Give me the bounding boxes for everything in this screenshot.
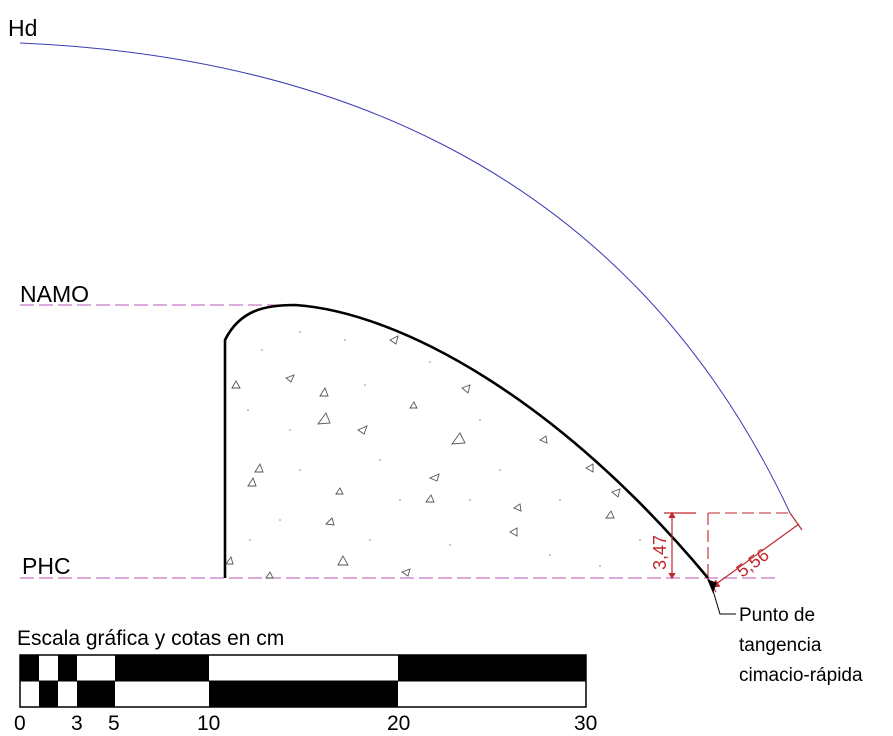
hd-curve xyxy=(19,42,791,514)
graphic-scale xyxy=(19,654,587,708)
dimension-vertical-label: 3,47 xyxy=(650,535,670,570)
concrete-hatch xyxy=(225,335,621,579)
phc-label: PHC xyxy=(22,553,71,579)
dimension-vertical xyxy=(664,511,696,580)
scale-tick-3: 3 xyxy=(71,712,83,735)
concrete-dots xyxy=(247,331,641,567)
tangent-guides xyxy=(707,512,790,578)
scale-tick-5: 5 xyxy=(108,712,120,735)
scale-tick-0: 0 xyxy=(14,712,26,735)
dimension-diagonal-label: 5,56 xyxy=(733,544,773,581)
scale-title: Escala gráfica y cotas en cm xyxy=(17,627,284,650)
hd-label: Hd xyxy=(8,15,37,41)
callout-leader xyxy=(707,579,736,615)
namo-label: NAMO xyxy=(20,281,89,307)
callout-line-2: tangencia xyxy=(739,635,822,656)
scale-tick-30: 30 xyxy=(574,712,597,735)
callout-line-1: Punto de xyxy=(739,605,815,626)
scale-tick-20: 20 xyxy=(387,712,410,735)
callout-line-3: cimacio-rápida xyxy=(739,665,863,686)
scale-tick-10: 10 xyxy=(197,712,220,735)
spillway-crest xyxy=(223,303,709,579)
